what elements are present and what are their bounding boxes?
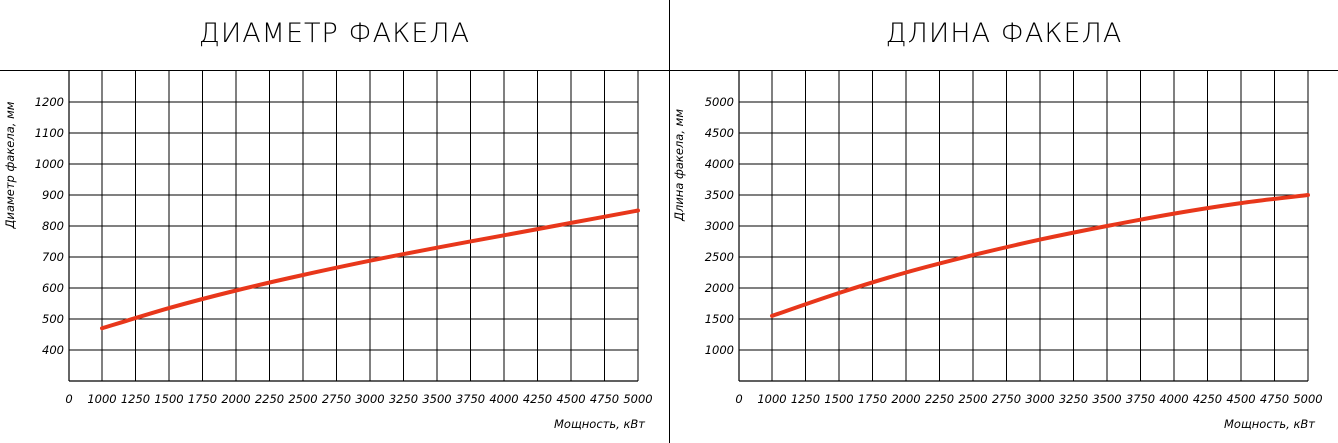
y-tick-label: 1500: [705, 312, 734, 326]
x-tick-label: 2500: [288, 392, 317, 406]
x-tick-label: 4250: [523, 392, 552, 406]
x-tick-label: 3500: [422, 392, 451, 406]
length-chart: 0 1000 1250 1500 1750 2000 2250 2500 2750 3000 325…: [672, 71, 1323, 431]
x-tick-label: 1250: [791, 392, 820, 406]
x-tick-label: 5000: [623, 392, 652, 406]
x-tick-label: 1250: [121, 392, 150, 406]
y-tick-label: 5000: [705, 95, 734, 109]
x-axis-label: Мощность, кВт: [554, 417, 645, 431]
y-tick-label: 2000: [705, 281, 734, 295]
y-tick-label: 2500: [705, 250, 734, 264]
x-tick-label: 1000: [757, 392, 786, 406]
chart-title-diameter: ДИАМЕТР ФАКЕЛА: [198, 18, 471, 49]
y-tick-label: 3000: [705, 219, 734, 233]
x-tick-label: 4250: [1193, 392, 1222, 406]
title-rule-left: [0, 70, 669, 71]
y-tick-label: 1000: [705, 343, 734, 357]
y-axis-label: Длина факела, мм: [672, 109, 686, 222]
data-line: [770, 193, 1310, 318]
x-tick-label: 2500: [958, 392, 987, 406]
x-tick-label: 4500: [556, 392, 585, 406]
y-tick-label: 700: [42, 250, 64, 264]
x-tick-label: 0: [735, 392, 742, 406]
chart-title-length: ДЛИНА ФАКЕЛА: [885, 18, 1123, 49]
x-tick-label: 0: [65, 392, 72, 406]
x-tick-label: 2000: [891, 392, 920, 406]
diameter-chart: 0 1000 1250 1500 1750 2000 2250 2500 2750 3000 325…: [3, 71, 653, 431]
y-tick-label: 1200: [35, 95, 64, 109]
x-tick-label: 2750: [322, 392, 351, 406]
x-tick-label: 1750: [858, 392, 887, 406]
x-tick-label: 1000: [87, 392, 116, 406]
y-tick-label: 3500: [705, 188, 734, 202]
x-tick-label: 1500: [824, 392, 853, 406]
x-tick-label: 2250: [255, 392, 284, 406]
y-tick-label: 1100: [35, 126, 64, 140]
y-tick-label: 500: [42, 312, 64, 326]
x-tick-label: 3250: [1059, 392, 1088, 406]
x-tick-label: 2750: [992, 392, 1021, 406]
x-tick-label: 4500: [1226, 392, 1255, 406]
x-tick-label: 3500: [1092, 392, 1121, 406]
data-line: [100, 208, 640, 331]
x-tick-label: 4750: [1260, 392, 1289, 406]
title-rule-right: [670, 70, 1338, 71]
y-tick-label: 4500: [705, 126, 734, 140]
y-tick-label: 1000: [35, 157, 64, 171]
x-tick-label: 2000: [221, 392, 250, 406]
x-tick-label: 4000: [489, 392, 518, 406]
y-tick-label: 400: [42, 343, 64, 357]
panel-divider: [669, 0, 670, 443]
x-tick-label: 4000: [1159, 392, 1188, 406]
x-tick-label: 2250: [925, 392, 954, 406]
x-tick-label: 3000: [355, 392, 384, 406]
x-tick-label: 3250: [389, 392, 418, 406]
x-tick-label: 3000: [1025, 392, 1054, 406]
y-axis-label: Диаметр факела, мм: [3, 101, 17, 229]
y-tick-label: 600: [42, 281, 64, 295]
x-axis-label: Мощность, кВт: [1224, 417, 1315, 431]
x-tick-label: 1750: [188, 392, 217, 406]
x-tick-label: 3750: [1126, 392, 1155, 406]
y-tick-label: 800: [42, 219, 64, 233]
x-tick-label: 1500: [154, 392, 183, 406]
y-tick-label: 4000: [705, 157, 734, 171]
y-tick-label: 900: [42, 188, 64, 202]
x-tick-label: 4750: [590, 392, 619, 406]
x-tick-label: 5000: [1293, 392, 1322, 406]
x-tick-label: 3750: [456, 392, 485, 406]
